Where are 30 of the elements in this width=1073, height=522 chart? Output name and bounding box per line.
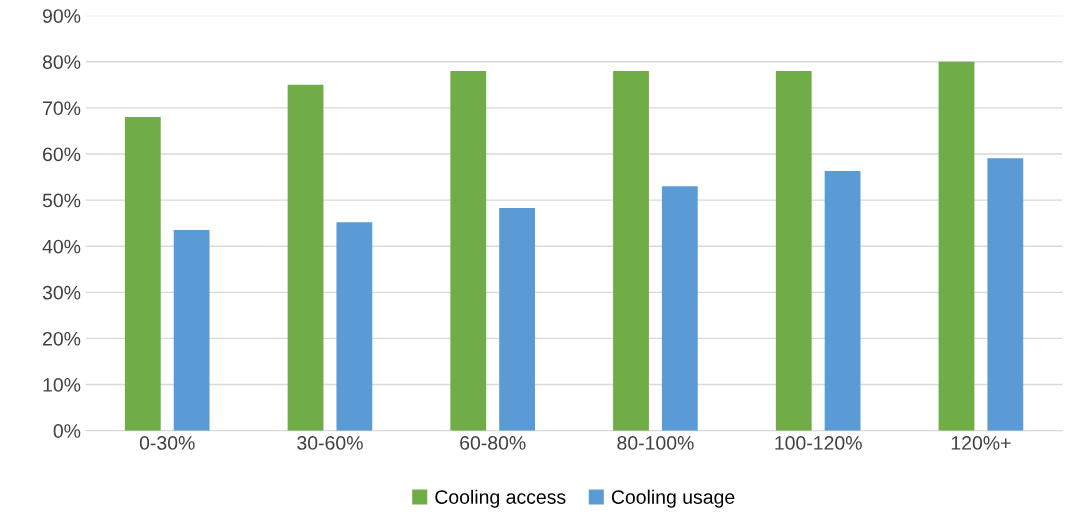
- legend-label: Cooling access: [435, 489, 566, 508]
- bar: [613, 70, 649, 431]
- bar: [987, 158, 1024, 431]
- bar: [173, 230, 210, 431]
- y-tick-label: 70%: [43, 101, 81, 116]
- x-tick-label: 0-30%: [139, 436, 195, 450]
- y-tick-label: 50%: [42, 193, 81, 208]
- x-tick-label: 120%+: [951, 436, 1011, 450]
- legend-label: Cooling usage: [611, 489, 735, 508]
- x-tick-label: 80-100%: [617, 436, 694, 450]
- bar: [450, 70, 487, 431]
- bar: [824, 171, 861, 431]
- bar: [938, 61, 975, 431]
- bar: [336, 222, 373, 431]
- y-tick-label: 80%: [42, 55, 81, 70]
- y-tick-label: 90%: [42, 9, 81, 23]
- bar: [661, 186, 698, 431]
- bar: [775, 70, 812, 431]
- bar: [499, 207, 535, 431]
- x-tick-label: 100-120%: [775, 436, 862, 450]
- y-tick-label: 30%: [42, 285, 81, 300]
- y-tick-label: 10%: [43, 378, 81, 392]
- bar: [124, 117, 161, 431]
- bar: [287, 84, 324, 431]
- y-tick-label: 0%: [53, 424, 81, 438]
- x-tick-label: 30-60%: [297, 436, 363, 450]
- y-tick-label: 40%: [42, 239, 81, 254]
- x-tick-label: 60-80%: [460, 436, 526, 450]
- y-tick-label: 20%: [43, 331, 81, 346]
- y-tick-label: 60%: [43, 147, 81, 162]
